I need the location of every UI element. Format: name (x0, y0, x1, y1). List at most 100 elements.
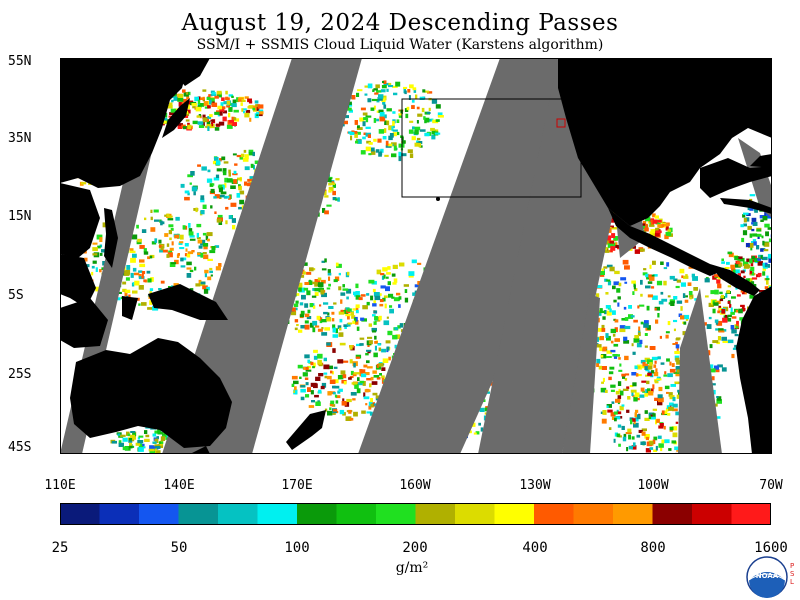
clw-pixel (715, 328, 720, 331)
clw-pixel (130, 257, 136, 263)
clw-pixel (182, 126, 189, 130)
clw-pixel (395, 334, 401, 339)
clw-pixel (652, 408, 657, 411)
clw-pixel (663, 267, 668, 270)
clw-pixel (645, 285, 651, 289)
clw-pixel (624, 378, 628, 381)
clw-pixel (388, 85, 394, 88)
clw-pixel (708, 316, 712, 320)
clw-pixel (293, 380, 299, 385)
clw-pixel (752, 233, 758, 237)
clw-pixel (256, 106, 260, 111)
clw-pixel (609, 225, 613, 228)
clw-pixel (668, 406, 674, 411)
clw-pixel (138, 285, 144, 290)
clw-pixel (364, 85, 371, 88)
clw-pixel (320, 279, 326, 284)
clw-pixel (630, 419, 633, 425)
clw-pixel (658, 300, 664, 305)
clw-pixel (666, 231, 672, 236)
clw-pixel (325, 177, 332, 182)
clw-pixel (669, 275, 675, 280)
clw-pixel (186, 96, 190, 100)
clw-pixel (213, 177, 220, 181)
clw-pixel (414, 129, 419, 135)
clw-pixel (152, 433, 157, 437)
clw-pixel (244, 181, 247, 186)
clw-pixel (385, 276, 389, 279)
clw-pixel (648, 415, 652, 419)
clw-pixel (290, 310, 297, 316)
clw-pixel (672, 432, 678, 438)
clw-pixel (360, 294, 366, 297)
clw-pixel (398, 304, 401, 308)
clw-pixel (397, 325, 401, 329)
clw-pixel (656, 378, 662, 381)
colorbar-swatch (534, 503, 575, 525)
colorbar-label-800: 800 (640, 540, 666, 556)
clw-pixel (228, 103, 232, 106)
clw-pixel (669, 395, 675, 400)
clw-pixel (339, 327, 342, 331)
clw-pixel (615, 390, 620, 395)
clw-pixel (188, 223, 191, 228)
clw-pixel (613, 356, 618, 359)
clw-pixel (314, 292, 319, 296)
clw-pixel (253, 164, 255, 170)
clw-pixel (187, 124, 192, 130)
clw-pixel (207, 169, 211, 173)
clw-pixel (357, 377, 360, 381)
clw-pixel (732, 347, 738, 350)
clw-pixel (640, 441, 646, 445)
clw-pixel (240, 153, 245, 158)
clw-pixel (621, 425, 625, 430)
clw-pixel (615, 398, 621, 403)
colorbar-swatch (415, 503, 456, 525)
clw-pixel (392, 282, 397, 285)
clw-pixel (205, 235, 209, 241)
clw-pixel (240, 102, 243, 106)
clw-pixel (713, 302, 719, 306)
clw-pixel (642, 363, 649, 367)
clw-pixel (731, 316, 737, 319)
clw-pixel (601, 268, 604, 272)
clw-pixel (191, 186, 198, 192)
clw-pixel (714, 365, 719, 370)
clw-pixel (395, 81, 401, 87)
clw-pixel (193, 191, 196, 196)
clw-pixel (347, 322, 353, 325)
clw-pixel (158, 441, 162, 444)
clw-pixel (201, 166, 207, 171)
clw-pixel (191, 250, 195, 253)
clw-pixel (211, 246, 216, 251)
clw-pixel (644, 434, 650, 439)
clw-pixel (135, 442, 141, 446)
clw-pixel (157, 429, 161, 433)
clw-pixel (221, 97, 225, 101)
clw-pixel (243, 108, 247, 111)
clw-pixel (634, 417, 639, 422)
clw-pixel (399, 262, 405, 267)
clw-pixel (238, 97, 244, 100)
clw-pixel (384, 114, 387, 119)
clw-pixel (334, 394, 338, 398)
clw-pixel (385, 145, 392, 148)
clw-pixel (649, 362, 653, 367)
clw-pixel (312, 362, 316, 368)
clw-pixel (207, 105, 211, 109)
clw-pixel (761, 256, 768, 261)
clw-pixel (175, 216, 180, 221)
clw-pixel (735, 309, 739, 313)
clw-pixel (142, 443, 145, 447)
clw-pixel (657, 400, 663, 406)
clw-pixel (682, 321, 685, 324)
clw-pixel (604, 389, 608, 393)
clw-pixel (636, 374, 642, 377)
clw-pixel (726, 261, 730, 265)
clw-pixel (195, 207, 198, 213)
clw-pixel (640, 293, 643, 297)
clw-pixel (132, 290, 138, 294)
clw-pixel (623, 306, 627, 310)
clw-pixel (766, 280, 769, 285)
clw-pixel (404, 289, 408, 293)
